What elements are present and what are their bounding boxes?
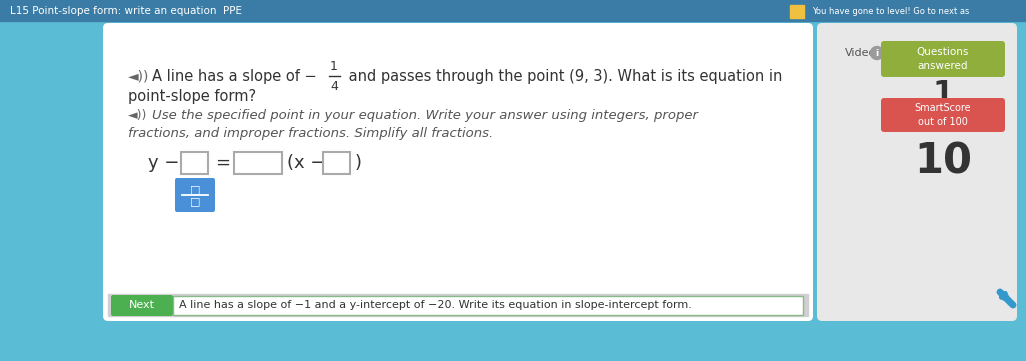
Text: You have gone to level! Go to next as: You have gone to level! Go to next as [812,6,970,16]
Text: A line has a slope of −: A line has a slope of − [152,70,317,84]
Text: 10: 10 [914,140,972,182]
Circle shape [870,47,883,60]
Text: i: i [875,48,878,57]
Bar [790,5,804,18]
Text: □: □ [190,197,200,206]
FancyBboxPatch shape [111,295,173,316]
Bar [181,152,208,174]
Text: Next: Next [129,300,155,310]
Text: (x −: (x − [287,154,325,172]
Text: 1: 1 [933,78,953,108]
Text: A line has a slope of −1 and a y-intercept of −20. Write its equation in slope-i: A line has a slope of −1 and a y-interce… [179,300,692,310]
Text: 4: 4 [330,80,338,93]
Text: ): ) [355,154,362,172]
Text: point-slope form?: point-slope form? [128,88,256,104]
Bar [323,152,350,174]
Text: and passes through the point (9, 3). What is its equation in: and passes through the point (9, 3). Wha… [344,70,783,84]
Text: ◄)): ◄)) [128,70,150,84]
Text: y −: y − [148,154,180,172]
Text: fractions, and improper fractions. Simplify all fractions.: fractions, and improper fractions. Simpl… [128,126,494,139]
Text: Video: Video [845,48,876,58]
FancyBboxPatch shape [881,98,1005,132]
FancyBboxPatch shape [175,178,215,212]
Text: =: = [215,154,230,172]
Text: Questions
answered: Questions answered [917,47,970,71]
FancyBboxPatch shape [103,23,813,321]
Text: □: □ [190,184,200,194]
FancyBboxPatch shape [817,23,1017,321]
FancyBboxPatch shape [881,41,1005,77]
Text: L15 Point-slope form: write an equation  PPE: L15 Point-slope form: write an equation … [10,6,242,16]
FancyBboxPatch shape [173,296,803,315]
Text: Use the specified point in your equation. Write your answer using integers, prop: Use the specified point in your equation… [152,109,698,122]
Text: 1: 1 [330,60,338,73]
Bar [108,294,808,316]
Bar [0,0,1026,21]
Text: ◄)): ◄)) [128,109,148,122]
Bar [234,152,282,174]
Text: SmartScore
out of 100: SmartScore out of 100 [915,103,972,127]
